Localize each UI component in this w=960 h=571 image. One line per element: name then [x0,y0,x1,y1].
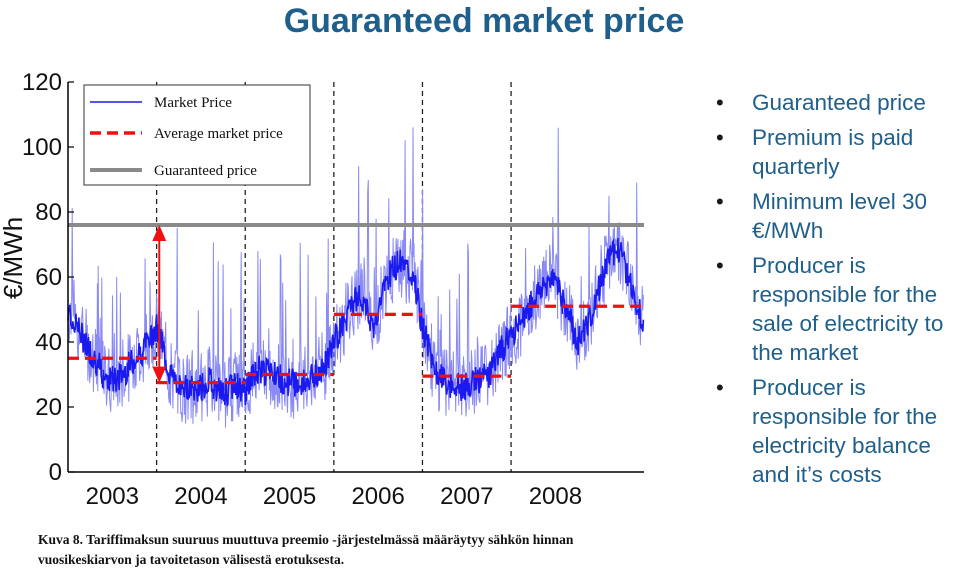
x-tick-label: 2005 [263,483,316,510]
figure-caption: Kuva 8. Tariffimaksun suuruus muuttuva p… [38,530,728,570]
slide-title: Guaranteed market price [0,2,960,41]
x-tick-label: 2008 [529,483,582,510]
x-tick-label: 2004 [174,483,227,510]
y-tick-labels: 0 20 40 60 80 100 120 [22,69,62,486]
caption-line-1: Kuva 8. Tariffimaksun suuruus muuttuva p… [38,532,574,547]
x-tick-labels: 2003 2004 2005 2006 2007 2008 [86,483,582,510]
bullet-item: Producer is responsible for the sale of … [716,251,960,367]
y-tick-label: 0 [49,459,62,486]
chart-axes [67,81,644,473]
y-axis-label: €/MWh [0,217,28,299]
gap-arrow [152,225,167,383]
x-tick-label: 2006 [351,483,404,510]
x-tick-label: 2003 [86,483,139,510]
y-tick-label: 120 [22,69,62,96]
x-tick-label: 2007 [440,483,493,510]
caption-line-2: vuosikeskiarvon ja tavoitetason välisest… [38,552,345,567]
market-price-series [67,127,645,428]
bullet-list: Guaranteed price Premium is paid quarterl… [716,88,960,495]
bullet-item: Guaranteed price [716,88,960,117]
bullet-item: Producer is responsible for the electric… [716,373,960,489]
chart-legend: Market Price Average market price Guarante… [83,84,311,186]
legend-label: Guaranteed price [154,163,257,179]
market-price-line-fluctuation [67,127,644,428]
y-tick-label: 60 [35,264,62,291]
bullet-item: Premium is paid quarterly [716,123,960,181]
gap-arrow-head-bottom [152,366,167,383]
bullet-item: Minimum level 30 €/MWh [716,187,960,245]
y-tick-label: 20 [35,394,62,421]
legend-label: Market Price [154,95,232,111]
market-price-line [67,237,645,408]
legend-label: Average market price [154,126,283,142]
y-tick-label: 40 [35,329,62,356]
y-tick-label: 100 [22,134,62,161]
slide-title-text: Guaranteed market price [283,2,685,40]
average-market-price-series [68,304,644,385]
gap-arrow-head-top [152,225,167,241]
y-tick-label: 80 [35,199,62,226]
